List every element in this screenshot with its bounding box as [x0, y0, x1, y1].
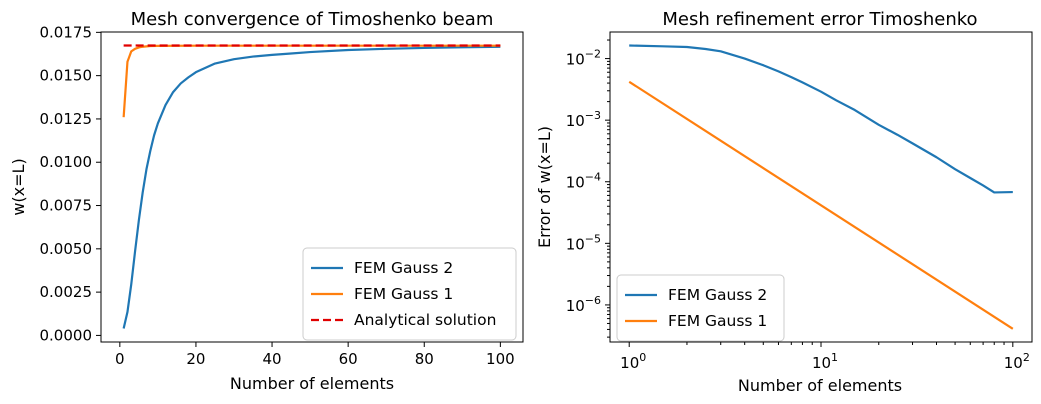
y-axis-label: w(x=L) — [9, 158, 28, 215]
tick-label: 0.0075 — [40, 197, 93, 215]
tick-label: 40 — [262, 350, 281, 368]
tick-label: 60 — [339, 350, 358, 368]
legend-box — [616, 274, 785, 342]
tick-label: 10−2 — [566, 48, 601, 69]
legend-label: Analytical solution — [354, 311, 496, 329]
tick-label: 0 — [115, 350, 125, 368]
series-line-fem-gauss-2 — [122, 45, 501, 329]
tick-label: 0.0150 — [40, 67, 93, 85]
legend-box — [302, 247, 517, 341]
chart-title: Mesh convergence of Timoshenko beam — [131, 9, 494, 30]
chart-mesh-refinement-error: Mesh refinement error Timoshenko 100 101 1… — [535, 9, 1033, 395]
tick-label: 0.0025 — [40, 283, 93, 301]
tick-label: 20 — [186, 350, 205, 368]
x-axis-label: Number of elements — [738, 376, 902, 395]
tick-label: 0.0100 — [40, 153, 93, 171]
tick-label: 0.0050 — [40, 240, 93, 258]
tick-label: 100 — [620, 351, 646, 372]
legend: FEM Gauss 2 FEM Gauss 1 Analytical solutio… — [302, 247, 517, 341]
tick-label: 100 — [486, 350, 515, 368]
legend-label: FEM Gauss 2 — [668, 286, 767, 304]
tick-label: 0.0000 — [40, 326, 93, 344]
legend-label: FEM Gauss 1 — [354, 285, 453, 303]
tick-label: 10−5 — [566, 232, 601, 253]
y-axis-label: Error of w(x=L) — [535, 126, 554, 248]
series-line-fem-gauss-2 — [629, 44, 1013, 194]
legend-label: FEM Gauss 2 — [354, 259, 453, 277]
tick-label: 0.0175 — [40, 23, 93, 41]
legend-label: FEM Gauss 1 — [668, 312, 767, 330]
tick-label: 80 — [415, 350, 434, 368]
legend: FEM Gauss 2 FEM Gauss 1 — [616, 274, 785, 342]
chart-mesh-convergence: Mesh convergence of Timoshenko beam 0 20 4… — [9, 9, 524, 393]
tick-label: 10−3 — [566, 109, 601, 130]
tick-label: 102 — [1004, 351, 1030, 372]
tick-label: 101 — [812, 351, 838, 372]
x-axis-label: Number of elements — [230, 374, 394, 393]
series-line-fem-gauss-1 — [122, 44, 501, 118]
tick-label: 0.0125 — [40, 110, 93, 128]
tick-label: 10−6 — [566, 294, 601, 315]
plot-frame — [100, 31, 524, 343]
series-line-fem-gauss-1 — [628, 80, 1014, 330]
tick-label: 10−4 — [566, 171, 601, 192]
chart-title: Mesh refinement error Timoshenko — [662, 9, 977, 30]
